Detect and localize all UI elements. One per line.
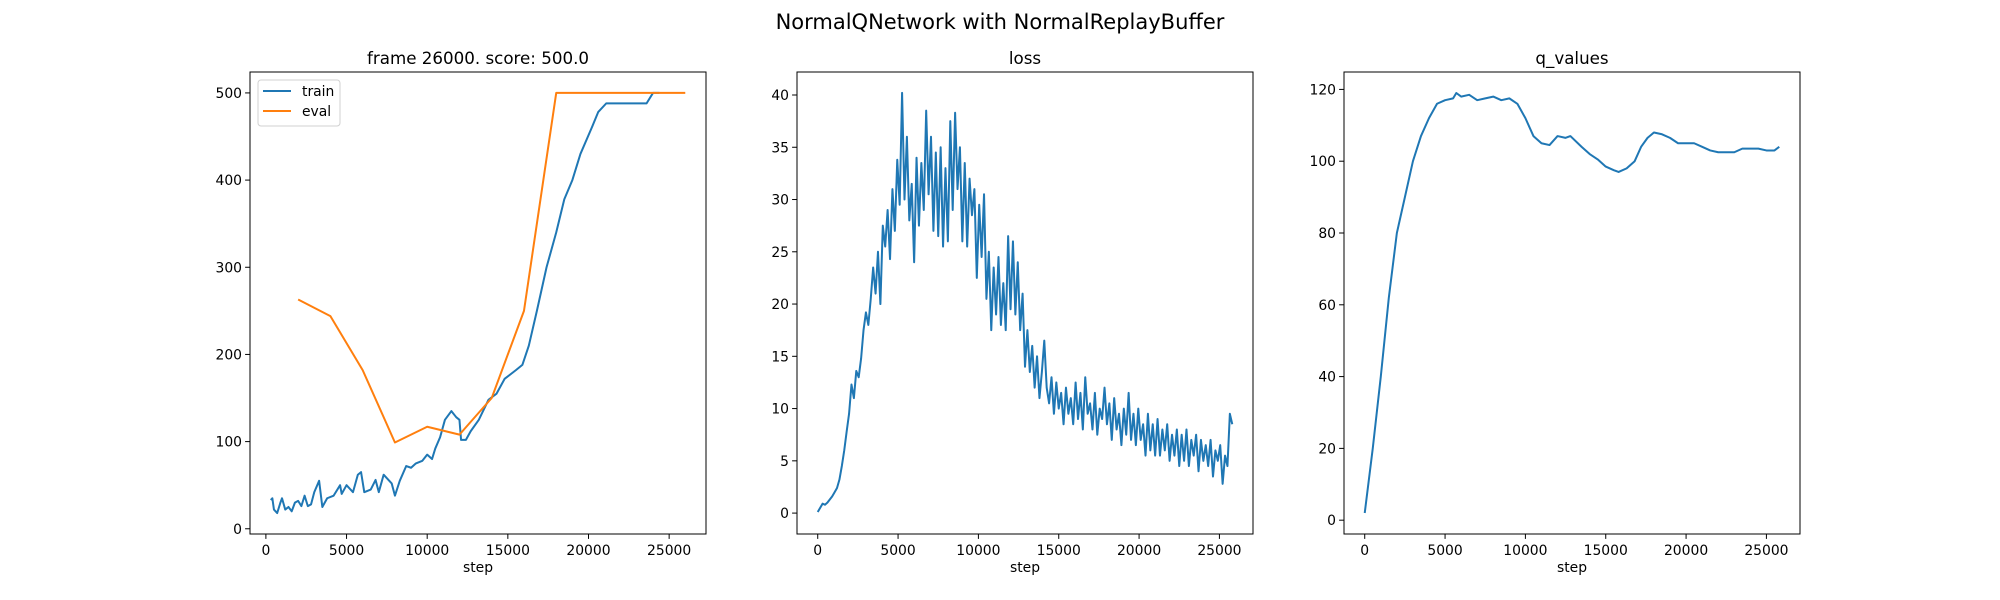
y-tick-label: 100 <box>215 435 242 451</box>
axes-frame <box>796 71 1254 535</box>
subplot-loss: loss step 0 5000 10000 15000 20000 25000 0 5 10 1… <box>771 48 1254 576</box>
x-tick-label: 10000 <box>1503 543 1547 559</box>
x-tick-label: 15000 <box>486 543 530 559</box>
y-tick-label: 0 <box>1327 513 1336 529</box>
subplot-score: frame 26000. score: 500.0 step train eva… <box>215 48 707 576</box>
y-tick-label: 120 <box>1309 82 1336 98</box>
x-tick-label: 15000 <box>1037 543 1081 559</box>
x-tick-label: 10000 <box>956 543 1000 559</box>
subplot-q-values: q_values step 0 5000 10000 15000 20000 25000 0… <box>1309 48 1801 576</box>
legend-label-train: train <box>302 84 334 100</box>
axes-frame <box>1343 71 1801 535</box>
y-tick-label: 30 <box>771 193 789 209</box>
axes-frame <box>249 71 707 535</box>
series-line-series-0 <box>1363 92 1780 514</box>
x-tick-label: 20000 <box>1117 543 1161 559</box>
y-tick-label: 400 <box>215 173 242 189</box>
y-tick-label: 0 <box>233 522 242 538</box>
y-tick-label: 40 <box>1318 370 1336 386</box>
x-tick-label: 5000 <box>329 543 364 559</box>
series-line-series-0 <box>816 91 1234 513</box>
x-axis-label: step <box>1557 560 1587 576</box>
y-tick-label: 35 <box>771 140 789 156</box>
y-tick-label: 300 <box>215 260 242 276</box>
y-tick-label: 5 <box>780 454 789 470</box>
x-tick-label: 0 <box>813 543 822 559</box>
y-tick-label: 80 <box>1318 226 1336 242</box>
series-line-train <box>269 91 660 515</box>
subplot-title: frame 26000. score: 500.0 <box>367 48 589 68</box>
x-axis-label: step <box>1010 560 1040 576</box>
y-tick-label: 20 <box>1318 441 1336 457</box>
legend: train eval <box>257 79 341 127</box>
x-tick-label: 0 <box>1360 543 1369 559</box>
x-tick-label: 25000 <box>647 543 691 559</box>
y-tick-label: 40 <box>771 88 789 104</box>
subplot-title: q_values <box>1535 48 1608 69</box>
x-tick-label: 20000 <box>566 543 610 559</box>
legend-label-eval: eval <box>302 104 331 120</box>
x-tick-label: 5000 <box>1427 543 1462 559</box>
x-axis-label: step <box>463 560 493 576</box>
y-tick-label: 60 <box>1318 298 1336 314</box>
y-tick-label: 15 <box>771 349 789 365</box>
y-tick-label: 25 <box>771 245 789 261</box>
y-tick-label: 200 <box>215 347 242 363</box>
x-tick-label: 25000 <box>1197 543 1241 559</box>
figure-suptitle: NormalQNetwork with NormalReplayBuffer <box>776 10 1225 34</box>
x-tick-label: 15000 <box>1584 543 1628 559</box>
y-tick-label: 20 <box>771 297 789 313</box>
x-tick-label: 0 <box>261 543 270 559</box>
subplot-title: loss <box>1009 48 1041 68</box>
x-tick-label: 5000 <box>880 543 915 559</box>
y-tick-label: 500 <box>215 86 242 102</box>
y-tick-label: 0 <box>780 506 789 522</box>
y-tick-label: 10 <box>771 402 789 418</box>
series-line-eval <box>297 91 686 444</box>
y-tick-label: 100 <box>1309 154 1336 170</box>
x-tick-label: 10000 <box>405 543 449 559</box>
x-tick-label: 25000 <box>1744 543 1788 559</box>
x-tick-label: 20000 <box>1664 543 1708 559</box>
